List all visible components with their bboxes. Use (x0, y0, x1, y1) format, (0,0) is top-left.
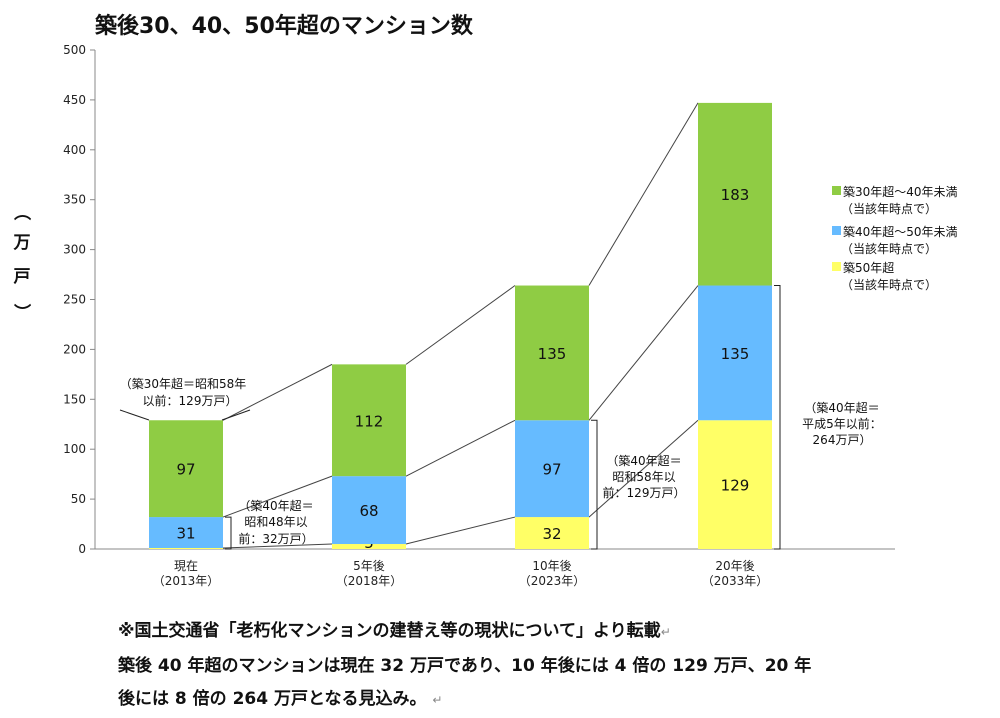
bar-segment (515, 420, 589, 518)
source-note: ※国土交通省「老朽化マンションの建替え等の現状について」より転載↵ (118, 616, 671, 641)
data-label: 31 (176, 525, 195, 543)
annotation-text: 前：129万戸） (603, 485, 686, 500)
summary-line-2: 後には 8 倍の 264 万戸となる見込み。 ↵ (118, 683, 948, 717)
annotation-bracket (225, 516, 232, 550)
y-tick-label: 500 (63, 43, 86, 57)
connector-line (405, 516, 516, 545)
annotation-bracket (221, 409, 251, 421)
y-tick-label: 150 (63, 392, 86, 406)
annotation-text: 平成5年以前： (802, 416, 882, 431)
data-label: 183 (721, 186, 750, 204)
y-axis-label-char: 戸 (14, 267, 31, 287)
data-label: 135 (538, 345, 567, 363)
annotation-bracket (591, 419, 598, 550)
y-tick-label: 350 (63, 193, 86, 207)
data-label: 135 (721, 345, 750, 363)
connector-line (405, 285, 516, 365)
y-tick-label: 400 (63, 143, 86, 157)
y-axis-label-char: （ (11, 204, 32, 221)
x-tick-label: 20年後 (715, 559, 754, 573)
bar-segment (515, 517, 589, 549)
data-label: 129 (721, 477, 750, 495)
chart-area: 050100150200250300350400450500（万戸）131975… (11, 43, 958, 588)
data-label: 97 (176, 461, 195, 479)
bar-segment (332, 364, 406, 477)
legend-label: （当該年時点で） (841, 277, 937, 292)
legend-label: 築50年超 (843, 260, 894, 275)
paragraph-mark: ↵ (432, 693, 443, 707)
x-tick-label: 現在 (174, 559, 198, 573)
paragraph-mark: ↵ (660, 625, 671, 639)
summary-line-1: 築後 40 年超のマンションは現在 32 万戸であり、10 年後には 4 倍の … (118, 656, 812, 676)
y-tick-label: 50 (71, 492, 86, 506)
x-tick-label: （2023年） (519, 574, 586, 588)
y-tick-label: 300 (63, 243, 86, 257)
x-tick-label: （2018年） (336, 574, 403, 588)
bar-segment (149, 517, 223, 549)
data-label: 112 (355, 412, 384, 430)
annotation-text: 264万戸） (813, 433, 872, 447)
connector-line (222, 543, 333, 549)
legend-swatch (832, 226, 841, 235)
data-label: 68 (359, 502, 378, 520)
annotation-text: （築40年超＝ (238, 498, 313, 513)
annotation-text: 昭和48年以 (244, 515, 307, 529)
y-tick-label: 250 (63, 293, 86, 307)
bar-segment (515, 285, 589, 421)
data-label: 97 (542, 461, 561, 479)
chart-title: 築後30、40、50年超のマンション数 (95, 14, 473, 39)
annotation-text: （築40年超＝ (606, 453, 681, 468)
legend-label: （当該年時点で） (841, 201, 937, 216)
y-axis-label-char: 万 (13, 233, 31, 253)
bar-segment (149, 548, 223, 549)
summary-line-2-text: 後には 8 倍の 264 万戸となる見込み。 (118, 689, 427, 709)
y-tick-label: 100 (63, 442, 86, 456)
y-tick-label: 200 (63, 342, 86, 356)
annotation-text: （築40年超＝ (804, 400, 879, 415)
bar-segment (698, 285, 772, 421)
legend-label: （当該年時点で） (841, 241, 937, 256)
bar-segment (332, 544, 406, 549)
x-tick-label: 5年後 (353, 559, 385, 573)
y-axis-label-char: ） (11, 304, 32, 321)
connector-line (588, 419, 699, 518)
x-tick-label: （2033年） (702, 574, 769, 588)
connector-line (405, 419, 516, 477)
bar-segment (332, 476, 406, 545)
source-note-text: ※国土交通省「老朽化マンションの建替え等の現状について」より転載 (118, 621, 661, 641)
y-tick-label: 0 (78, 542, 86, 556)
connector-line (588, 102, 699, 286)
annotation-bracket (774, 285, 781, 550)
connector-line (588, 285, 699, 421)
data-label: 32 (542, 525, 561, 543)
annotation-bracket (119, 409, 150, 421)
bar-segment (698, 420, 772, 549)
legend-swatch (832, 262, 841, 271)
legend-label: 築40年超～50年未満 (843, 224, 958, 239)
annotation-text: 以前：129万戸） (143, 393, 238, 408)
bar-segment (698, 102, 772, 286)
annotation-text: （築30年超＝昭和58年 (120, 376, 247, 391)
annotation-text: 前：32万戸） (238, 531, 313, 546)
bar-segment (149, 420, 223, 518)
y-tick-label: 450 (63, 93, 86, 107)
x-tick-label: （2013年） (153, 574, 220, 588)
summary-text: 築後 40 年超のマンションは現在 32 万戸であり、10 年後には 4 倍の … (118, 650, 948, 717)
annotation-text: 昭和58年以 (612, 470, 675, 484)
connector-line (222, 363, 333, 421)
x-tick-label: 10年後 (532, 559, 571, 573)
legend-swatch (832, 186, 841, 195)
connector-line (222, 475, 333, 518)
legend-label: 築30年超～40年未満 (843, 184, 958, 199)
